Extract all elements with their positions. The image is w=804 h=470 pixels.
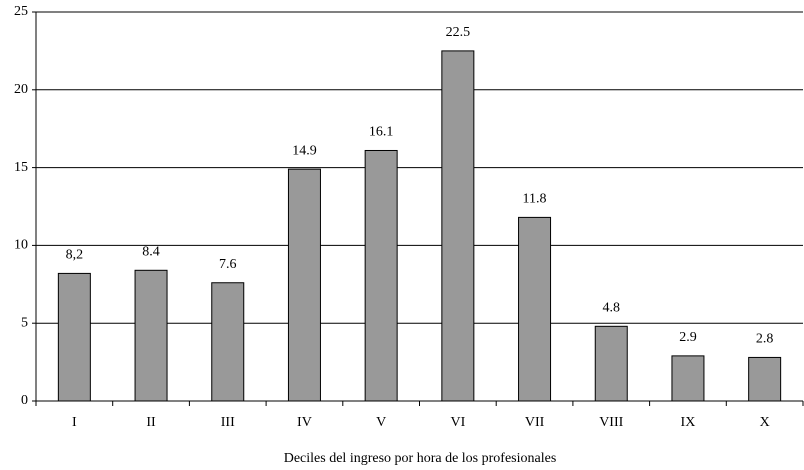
- y-tick-label: 20: [14, 82, 28, 97]
- x-tick-label: IX: [681, 415, 696, 430]
- data-label: 2.8: [756, 332, 774, 347]
- x-tick-label: II: [146, 415, 156, 430]
- y-tick-label: 5: [21, 315, 28, 330]
- y-tick-label: 10: [14, 238, 28, 253]
- data-label: 4.8: [603, 301, 621, 316]
- x-tick-label: VI: [450, 415, 465, 430]
- bar: [748, 356, 782, 402]
- bar: [364, 149, 398, 402]
- data-label: 2.9: [679, 330, 697, 345]
- bar: [594, 325, 628, 402]
- bar: [211, 282, 245, 402]
- data-label: 14.9: [292, 143, 317, 158]
- data-label: 8,2: [66, 248, 84, 263]
- x-tick-label: IV: [297, 415, 312, 430]
- bar: [671, 355, 705, 402]
- y-tick-label: 0: [21, 393, 28, 408]
- data-label: 7.6: [219, 257, 237, 272]
- bar: [57, 272, 91, 402]
- x-tick-label: III: [221, 415, 235, 430]
- bar: [518, 216, 552, 402]
- data-label: 16.1: [369, 125, 394, 140]
- data-label: 11.8: [523, 192, 547, 207]
- x-tick-label: VIII: [599, 415, 623, 430]
- x-tick-label: I: [72, 415, 77, 430]
- bar: [134, 269, 168, 402]
- bar: [441, 50, 475, 402]
- data-label: 22.5: [446, 25, 471, 40]
- bar: [287, 168, 321, 402]
- data-label: 8.4: [142, 245, 160, 260]
- x-tick-label: V: [376, 415, 386, 430]
- x-tick-label: VII: [525, 415, 545, 430]
- x-axis-label: Deciles del ingreso por hora de los prof…: [284, 451, 557, 466]
- y-tick-label: 25: [14, 4, 28, 19]
- y-tick-label: 15: [14, 160, 28, 175]
- x-tick-label: X: [760, 415, 770, 430]
